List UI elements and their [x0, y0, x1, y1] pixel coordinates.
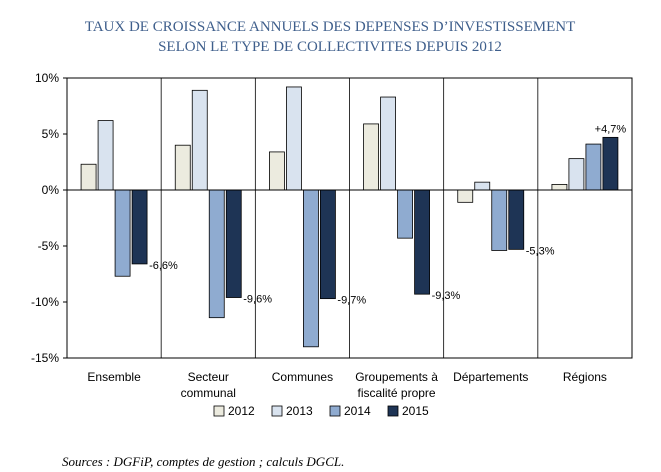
bar-2012-cat-5 — [551, 183, 568, 191]
category-label: Groupements à — [355, 370, 438, 384]
bar-2015-cat-3 — [414, 189, 430, 295]
data-label: -9,6% — [243, 294, 272, 306]
bar-2013-cat-4 — [474, 181, 491, 191]
chart-title-line-1: TAUX DE CROISSANCE ANNUELS DES DEPENSES … — [85, 19, 576, 35]
category-label: Départements — [453, 370, 528, 384]
bar-2015-cat-4 — [508, 189, 525, 250]
data-label: -6,6% — [149, 260, 178, 272]
bar-2014-cat-4 — [491, 189, 508, 251]
legend-label: 2014 — [344, 404, 371, 418]
legend-label: 2012 — [228, 404, 255, 418]
y-tick-label: 10% — [35, 71, 59, 85]
bar-2014-cat-0 — [114, 189, 131, 277]
data-label: -5,3% — [526, 245, 555, 257]
legend: 2012 2013 2014 2015 — [213, 404, 429, 418]
bar-2013-cat-3 — [380, 96, 396, 191]
plot-area: 10% 5% 0% -5% -10% -15% Ensemble Secteur communa… — [31, 71, 633, 400]
bar-2012-cat-0 — [80, 163, 97, 191]
bar-2014-cat-5 — [585, 143, 602, 191]
bar-2012-cat-2 — [269, 151, 285, 191]
data-label: +4,7% — [595, 123, 627, 135]
bar-2012-cat-1 — [174, 144, 191, 191]
legend-label: 2013 — [286, 404, 313, 418]
category-label: Communes — [272, 370, 333, 384]
bar-2015-cat-0 — [131, 189, 148, 265]
category-label: Régions — [563, 370, 607, 384]
bar-2013-cat-5 — [568, 158, 585, 191]
y-tick-label: -5% — [38, 239, 60, 253]
bar-2015-cat-2 — [320, 189, 336, 300]
category-label: Secteur — [188, 370, 229, 384]
legend-swatch-2015 — [387, 405, 399, 417]
data-label: -9,3% — [432, 290, 461, 302]
bar-2014-cat-3 — [397, 189, 413, 239]
y-tick-label: 5% — [42, 127, 60, 141]
bar-2012-cat-3 — [363, 123, 379, 191]
bar-2015-cat-1 — [225, 189, 242, 298]
data-label: -9,7% — [337, 295, 366, 307]
bar-2012-cat-4 — [457, 189, 474, 203]
y-tick-label: 0% — [42, 183, 60, 197]
bar-2013-cat-0 — [97, 120, 114, 191]
legend-swatch-2013 — [271, 405, 283, 417]
bar-2013-cat-1 — [191, 89, 208, 191]
legend-swatch-2012 — [213, 405, 225, 417]
bar-2013-cat-2 — [286, 86, 302, 191]
bar-2014-cat-2 — [303, 189, 319, 348]
category-label: Ensemble — [87, 370, 141, 384]
legend-swatch-2014 — [329, 405, 341, 417]
category-label: fiscalité propre — [358, 386, 436, 400]
chart-title-line-2: SELON LE TYPE DE COLLECTIVITES DEPUIS 20… — [158, 39, 502, 55]
source-note: Sources : DGFiP, comptes de gestion ; ca… — [62, 454, 344, 469]
category-label: communal — [181, 386, 236, 400]
legend-label: 2015 — [402, 404, 429, 418]
bar-2014-cat-1 — [208, 189, 225, 319]
y-tick-label: -15% — [31, 351, 59, 365]
y-tick-label: -10% — [31, 295, 59, 309]
bar-2015-cat-5 — [602, 136, 619, 191]
